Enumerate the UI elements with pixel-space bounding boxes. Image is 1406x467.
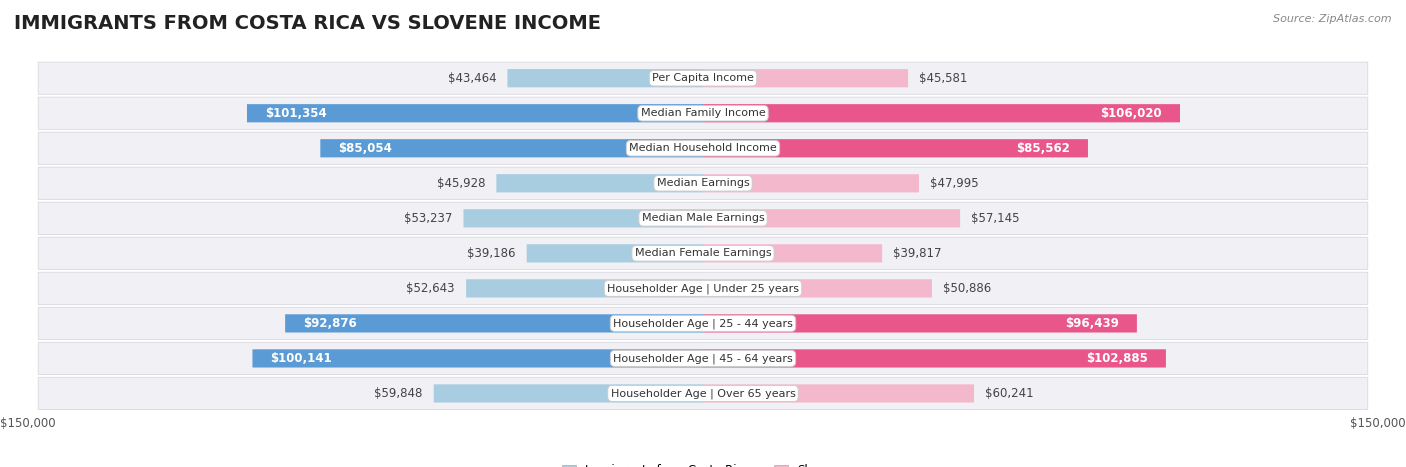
Text: $60,241: $60,241 [986,387,1033,400]
FancyBboxPatch shape [38,132,1368,164]
Text: Householder Age | 45 - 64 years: Householder Age | 45 - 64 years [613,353,793,364]
FancyBboxPatch shape [38,97,1368,129]
Text: $85,054: $85,054 [339,142,392,155]
Text: $101,354: $101,354 [264,107,326,120]
Legend: Immigrants from Costa Rica, Slovene: Immigrants from Costa Rica, Slovene [557,460,849,467]
Text: Source: ZipAtlas.com: Source: ZipAtlas.com [1274,14,1392,24]
FancyBboxPatch shape [496,174,703,192]
FancyBboxPatch shape [464,209,703,227]
FancyBboxPatch shape [38,202,1368,234]
FancyBboxPatch shape [703,384,974,403]
Text: Median Female Earnings: Median Female Earnings [634,248,772,258]
FancyBboxPatch shape [703,104,1180,122]
FancyBboxPatch shape [703,314,1137,333]
FancyBboxPatch shape [703,209,960,227]
Text: $47,995: $47,995 [931,177,979,190]
FancyBboxPatch shape [38,377,1368,410]
FancyBboxPatch shape [467,279,703,297]
Text: $50,886: $50,886 [943,282,991,295]
Text: Per Capita Income: Per Capita Income [652,73,754,83]
Text: Median Earnings: Median Earnings [657,178,749,188]
Text: $85,562: $85,562 [1017,142,1070,155]
Text: Median Household Income: Median Household Income [628,143,778,153]
FancyBboxPatch shape [38,237,1368,269]
Text: $102,885: $102,885 [1085,352,1147,365]
FancyBboxPatch shape [285,314,703,333]
FancyBboxPatch shape [38,342,1368,375]
FancyBboxPatch shape [703,349,1166,368]
FancyBboxPatch shape [38,307,1368,340]
FancyBboxPatch shape [703,69,908,87]
FancyBboxPatch shape [321,139,703,157]
FancyBboxPatch shape [38,272,1368,304]
FancyBboxPatch shape [703,139,1088,157]
Text: $57,145: $57,145 [972,212,1019,225]
FancyBboxPatch shape [703,279,932,297]
Text: $43,464: $43,464 [447,72,496,85]
Text: $59,848: $59,848 [374,387,422,400]
Text: $39,186: $39,186 [467,247,516,260]
Text: $39,817: $39,817 [893,247,942,260]
Text: Median Male Earnings: Median Male Earnings [641,213,765,223]
FancyBboxPatch shape [38,167,1368,199]
FancyBboxPatch shape [508,69,703,87]
Text: Householder Age | Under 25 years: Householder Age | Under 25 years [607,283,799,294]
FancyBboxPatch shape [253,349,703,368]
Text: $92,876: $92,876 [304,317,357,330]
Text: $106,020: $106,020 [1101,107,1161,120]
Text: $96,439: $96,439 [1064,317,1119,330]
Text: Median Family Income: Median Family Income [641,108,765,118]
FancyBboxPatch shape [247,104,703,122]
FancyBboxPatch shape [38,62,1368,94]
FancyBboxPatch shape [433,384,703,403]
Text: Householder Age | 25 - 44 years: Householder Age | 25 - 44 years [613,318,793,329]
Text: $53,237: $53,237 [404,212,453,225]
FancyBboxPatch shape [527,244,703,262]
FancyBboxPatch shape [703,174,920,192]
Text: IMMIGRANTS FROM COSTA RICA VS SLOVENE INCOME: IMMIGRANTS FROM COSTA RICA VS SLOVENE IN… [14,14,600,33]
Text: $100,141: $100,141 [270,352,332,365]
Text: Householder Age | Over 65 years: Householder Age | Over 65 years [610,388,796,399]
Text: $45,581: $45,581 [920,72,967,85]
Text: $52,643: $52,643 [406,282,456,295]
Text: $45,928: $45,928 [437,177,485,190]
FancyBboxPatch shape [703,244,882,262]
